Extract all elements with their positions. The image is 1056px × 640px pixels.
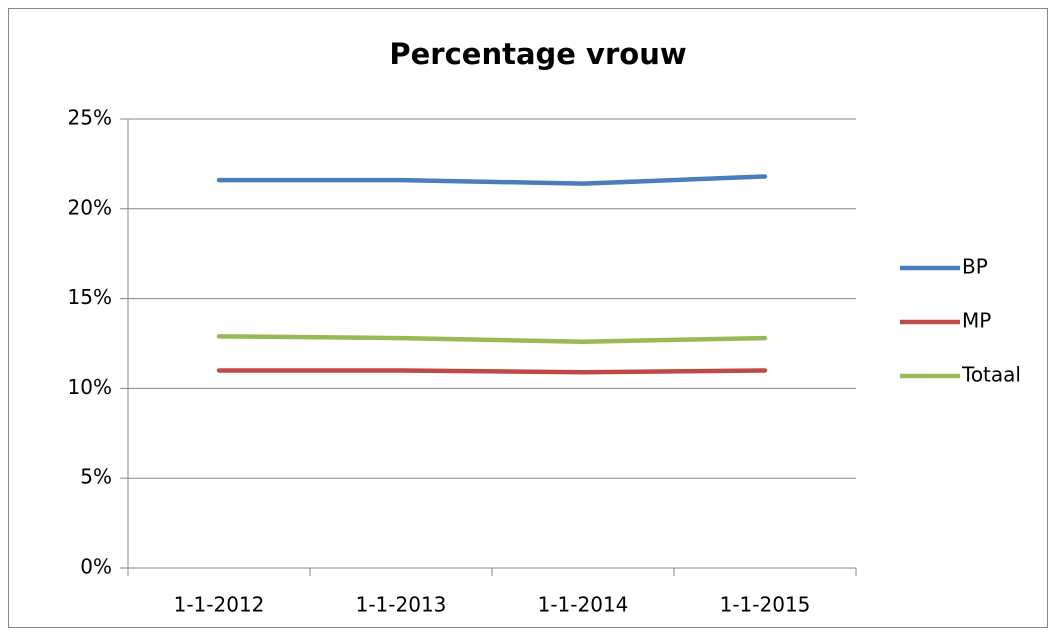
x-tick-label: 1-1-2012 bbox=[174, 593, 265, 617]
series-line bbox=[216, 174, 768, 186]
x-tick-label: 1-1-2015 bbox=[720, 593, 811, 617]
legend-label: BP bbox=[962, 255, 988, 279]
legend-label: MP bbox=[962, 309, 991, 333]
y-tick-label: 10% bbox=[68, 375, 112, 399]
y-tick-label: 5% bbox=[80, 465, 112, 489]
y-tick-label: 15% bbox=[68, 285, 112, 309]
y-tick-label: 0% bbox=[80, 555, 112, 579]
x-tick-label: 1-1-2013 bbox=[356, 593, 447, 617]
legend-label: Totaal bbox=[961, 363, 1021, 387]
chart-border bbox=[8, 8, 1048, 628]
y-tick-label: 25% bbox=[68, 106, 112, 130]
x-tick-label: 1-1-2014 bbox=[538, 593, 629, 617]
chart-title: Percentage vrouw bbox=[389, 37, 686, 71]
series-line bbox=[216, 334, 768, 344]
series-line bbox=[216, 368, 768, 375]
y-tick-label: 20% bbox=[68, 195, 112, 219]
